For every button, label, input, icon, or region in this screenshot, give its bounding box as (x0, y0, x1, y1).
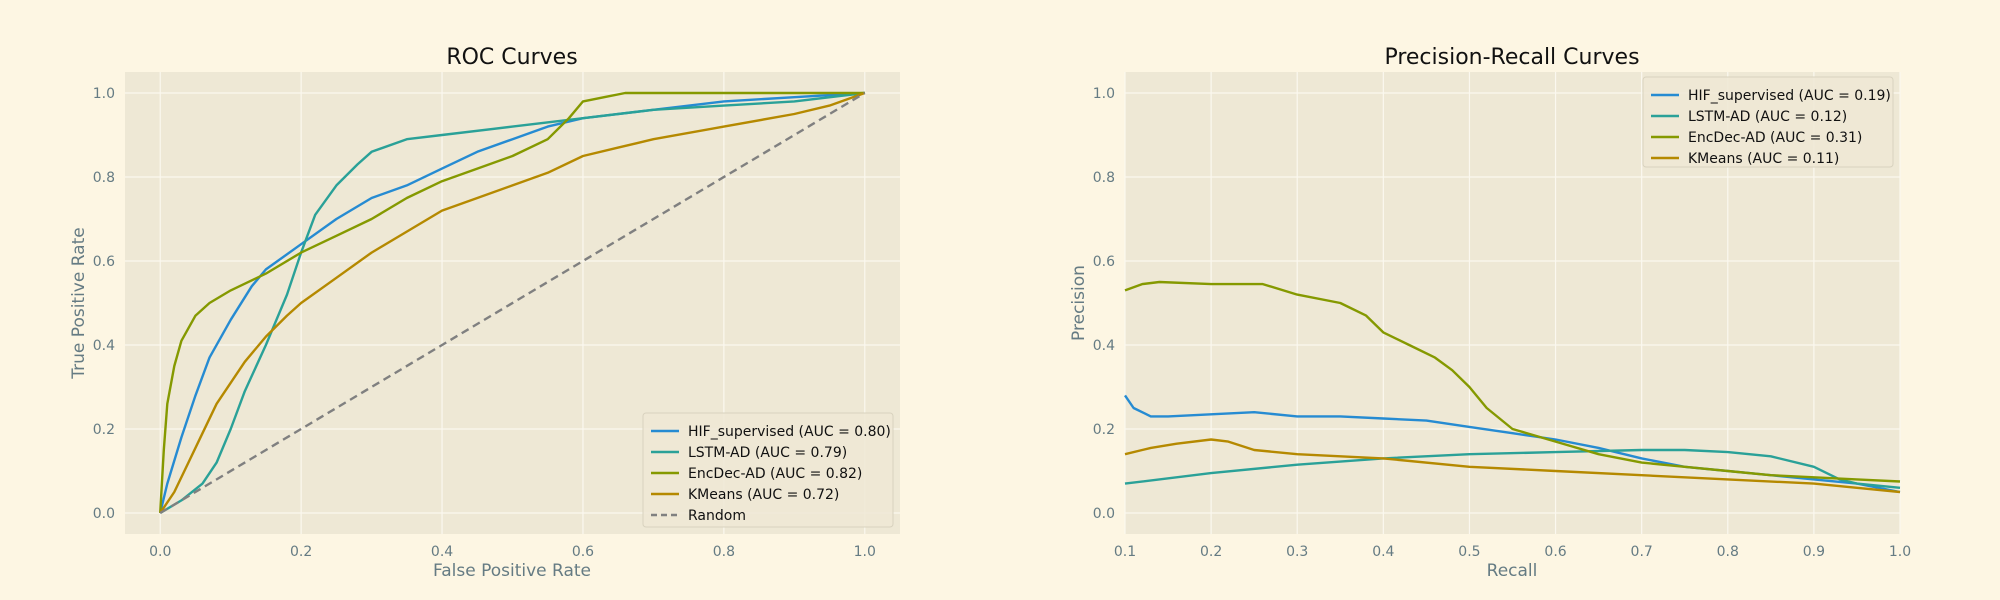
y-tick-label: 0.8 (93, 170, 115, 186)
x-tick-label: 0.9 (1803, 544, 1825, 560)
x-tick-label: 0.6 (1544, 544, 1566, 560)
legend-label: Random (688, 508, 746, 524)
x-tick-label: 0.2 (290, 544, 312, 560)
x-tick-label: 0.1 (1114, 544, 1136, 560)
y-tick-label: 1.0 (1093, 86, 1115, 102)
x-tick-label: 0.5 (1458, 544, 1480, 560)
legend-label: HIF_supervised (AUC = 0.80) (688, 424, 891, 440)
legend-label: HIF_supervised (AUC = 0.19) (1688, 88, 1891, 104)
pr-x-ticks: 0.1 0.2 0.3 0.4 0.5 0.6 0.7 0.8 0.9 1.0 (1114, 544, 1911, 560)
y-tick-label: 0.0 (93, 506, 115, 522)
legend-label: KMeans (AUC = 0.72) (688, 487, 839, 503)
x-tick-label: 1.0 (854, 544, 876, 560)
legend-label: LSTM-AD (AUC = 0.79) (688, 445, 847, 461)
roc-lines (159, 91, 866, 515)
series-line (159, 91, 865, 514)
y-tick-label: 0.4 (93, 338, 115, 354)
roc-x-axis-label: False Positive Rate (433, 561, 591, 581)
pr-y-axis-label: Precision (1069, 265, 1089, 341)
pr-x-axis-label: Recall (1487, 561, 1538, 581)
roc-x-ticks: 0.0 0.2 0.4 0.6 0.8 1.0 (149, 544, 876, 560)
pr-y-ticks: 0.0 0.2 0.4 0.6 0.8 1.0 (1093, 86, 1115, 522)
x-tick-label: 0.3 (1286, 544, 1308, 560)
x-tick-label: 0.4 (1372, 544, 1394, 560)
roc-y-axis-label: True Positive Rate (69, 227, 89, 379)
pr-legend: HIF_supervised (AUC = 0.19) LSTM-AD (AUC … (1642, 76, 1894, 168)
legend-label: EncDec-AD (AUC = 0.82) (688, 466, 862, 482)
y-tick-label: 0.2 (1093, 422, 1115, 438)
roc-title: ROC Curves (446, 45, 577, 70)
roc-y-ticks: 0.0 0.2 0.4 0.6 0.8 1.0 (93, 86, 115, 522)
y-tick-label: 0.8 (1093, 170, 1115, 186)
legend-label: LSTM-AD (AUC = 0.12) (1688, 109, 1847, 125)
pr-panel: 0.1 0.2 0.3 0.4 0.5 0.6 0.7 0.8 0.9 1.0 0.0 0.2 0.4… (1069, 45, 1911, 581)
legend-box (642, 412, 894, 528)
y-tick-label: 0.0 (1093, 506, 1115, 522)
pr-title: Precision-Recall Curves (1384, 45, 1639, 70)
series-line (159, 91, 866, 515)
y-tick-label: 0.6 (93, 254, 115, 270)
x-tick-label: 0.8 (713, 544, 735, 560)
x-tick-label: 0.4 (431, 544, 453, 560)
x-tick-label: 0.2 (1200, 544, 1222, 560)
series-line (159, 91, 866, 514)
legend-box (1642, 76, 1894, 168)
y-tick-label: 0.6 (1093, 254, 1115, 270)
pr-lines (1124, 280, 1901, 494)
roc-legend: HIF_supervised (AUC = 0.80) LSTM-AD (AUC … (642, 412, 894, 528)
x-tick-label: 0.0 (149, 544, 171, 560)
series-line (1124, 280, 1901, 483)
y-tick-label: 1.0 (93, 86, 115, 102)
x-tick-label: 0.7 (1631, 544, 1653, 560)
series-line (159, 91, 865, 515)
legend-label: EncDec-AD (AUC = 0.31) (1688, 130, 1862, 146)
y-tick-label: 0.4 (1093, 338, 1115, 354)
roc-panel: 0.0 0.2 0.4 0.6 0.8 1.0 0.0 0.2 0.4 0.6 0.8 1.0 RO… (69, 45, 900, 581)
x-tick-label: 0.8 (1717, 544, 1739, 560)
y-tick-label: 0.2 (93, 422, 115, 438)
legend-label: KMeans (AUC = 0.11) (1688, 151, 1839, 167)
x-tick-label: 0.6 (572, 544, 594, 560)
series-line (1124, 438, 1901, 494)
x-tick-label: 1.0 (1889, 544, 1911, 560)
